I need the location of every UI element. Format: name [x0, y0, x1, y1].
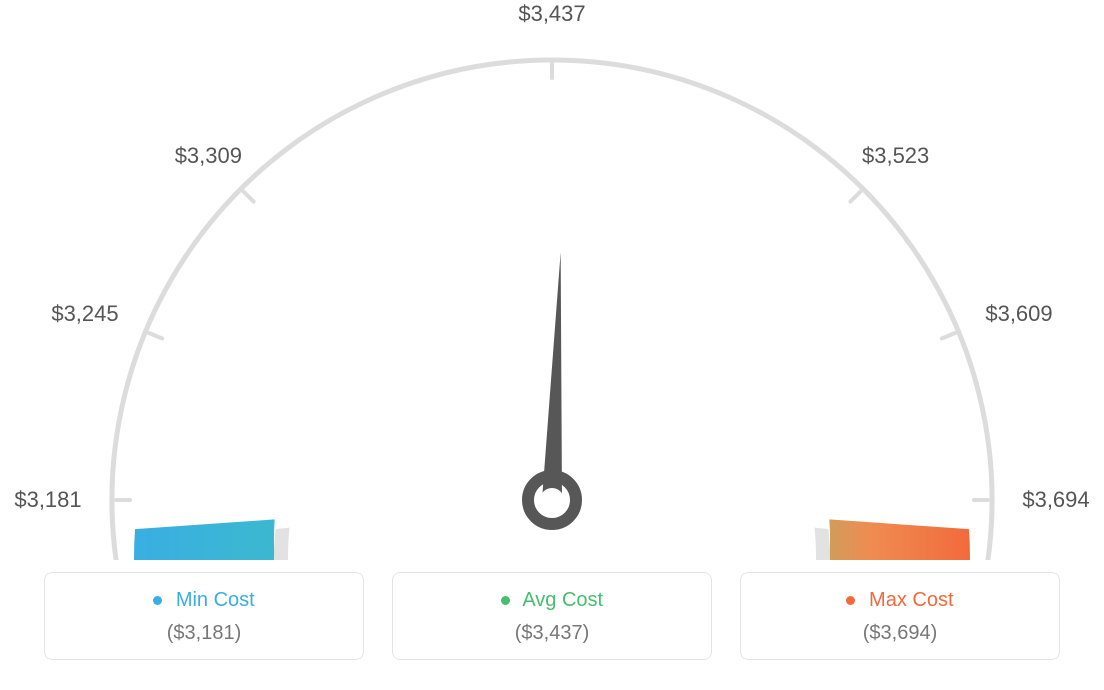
legend-value-avg: ($3,437)	[393, 622, 711, 645]
legend-title-avg: Avg Cost	[393, 589, 711, 612]
legend-title-text: Min Cost	[176, 589, 255, 611]
legend-title-text: Max Cost	[869, 589, 953, 611]
gauge-chart: $3,181 $3,245 $3,309 $3,437 $3,523 $3,609 $3,6…	[0, 0, 1104, 560]
gauge-tick-label: $3,523	[862, 143, 929, 169]
gauge-tick-label: $3,309	[175, 143, 242, 169]
gauge-tick-label: $3,245	[51, 301, 118, 327]
legend-title-min: Min Cost	[45, 589, 363, 612]
gauge-tick-label: $3,181	[14, 487, 81, 513]
legend-card-max: Max Cost ($3,694)	[740, 572, 1060, 660]
legend-title-text: Avg Cost	[522, 589, 603, 611]
dot-icon	[846, 596, 855, 605]
legend-value-min: ($3,181)	[45, 622, 363, 645]
dot-icon	[153, 596, 162, 605]
legend-title-max: Max Cost	[741, 589, 1059, 612]
legend-row: Min Cost ($3,181) Avg Cost ($3,437) Max …	[0, 572, 1104, 660]
gauge-tick-label: $3,609	[985, 301, 1052, 327]
dot-icon	[501, 596, 510, 605]
legend-value-max: ($3,694)	[741, 622, 1059, 645]
gauge-tick-label: $3,437	[518, 1, 585, 27]
gauge-tick-label: $3,694	[1022, 487, 1089, 513]
gauge-svg	[0, 0, 1104, 560]
legend-card-min: Min Cost ($3,181)	[44, 572, 364, 660]
legend-card-avg: Avg Cost ($3,437)	[392, 572, 712, 660]
